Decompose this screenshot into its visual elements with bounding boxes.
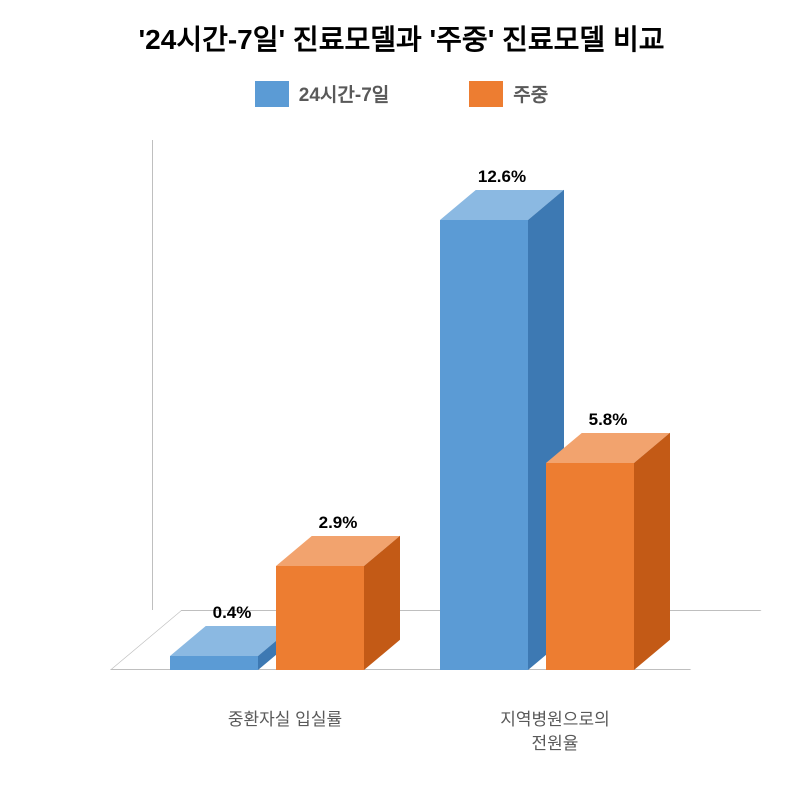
bar-side: [634, 433, 670, 670]
bar-front: [170, 656, 258, 670]
legend: 24시간-7일 주중: [0, 80, 803, 107]
legend-label-0: 24시간-7일: [299, 80, 389, 107]
plot-area: 0.4%2.9%12.6%5.8%: [110, 140, 690, 670]
bar-value-label: 5.8%: [564, 410, 652, 430]
chart-area: 0.4%2.9%12.6%5.8% 중환자실 입실률지역병원으로의전원율: [110, 140, 690, 700]
bar-front: [440, 220, 528, 670]
chart-title: '24시간-7일' 진료모델과 '주중' 진료모델 비교: [0, 0, 803, 58]
bar-주중-1: 5.8%: [546, 463, 634, 670]
legend-swatch-0: [255, 81, 289, 107]
bar-value-label: 12.6%: [458, 167, 546, 187]
legend-label-1: 주중: [513, 80, 548, 107]
legend-swatch-1: [469, 81, 503, 107]
legend-item-0: 24시간-7일: [255, 80, 389, 107]
x-axis-label-1: 지역병원으로의전원율: [440, 708, 670, 756]
bar-value-label: 2.9%: [294, 513, 382, 533]
bar-front: [276, 566, 364, 670]
bar-value-label: 0.4%: [188, 603, 276, 623]
bar-24시간-7일-1: 12.6%: [440, 220, 528, 670]
bar-front: [546, 463, 634, 670]
bar-24시간-7일-0: 0.4%: [170, 656, 258, 670]
legend-item-1: 주중: [469, 80, 548, 107]
x-axis-label-0: 중환자실 입실률: [170, 708, 400, 732]
bar-주중-0: 2.9%: [276, 566, 364, 670]
